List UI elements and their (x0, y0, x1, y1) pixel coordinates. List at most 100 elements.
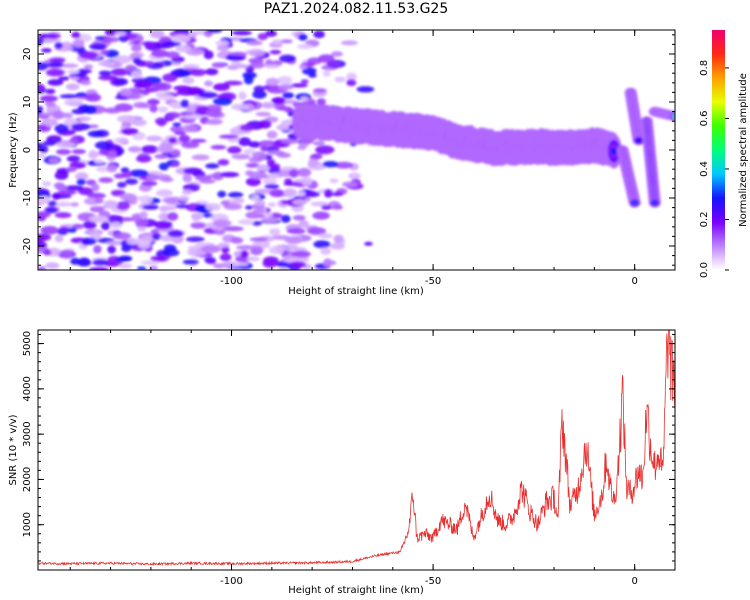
heatmap-cell (83, 220, 97, 230)
heatmap-cell (47, 200, 57, 207)
heatmap-cell (90, 206, 107, 210)
heatmap-cell (146, 175, 159, 181)
y-tick-label: 2000 (22, 467, 33, 492)
heatmap-cell (75, 172, 89, 181)
heatmap-cell (38, 112, 56, 117)
heatmap-cell (167, 229, 184, 238)
heatmap-cell (45, 68, 65, 77)
snr-frame (37, 329, 676, 571)
heatmap-cell (39, 145, 49, 154)
heatmap-cell (48, 157, 60, 163)
heatmap-cell (76, 68, 93, 74)
colorbar-tick-label: 0.8 (699, 60, 710, 76)
y-tick-label: 1000 (22, 512, 33, 537)
heatmap-cell (227, 191, 244, 198)
heatmap-cell (44, 101, 56, 107)
snr-panel: -100 -50 0 1000 2000 3000 4000 5000 Height of s… (8, 329, 676, 596)
heatmap-cell (119, 193, 137, 202)
heatmap-cell (215, 40, 230, 47)
heatmap-cell (204, 80, 214, 87)
heatmap-cell (243, 75, 254, 85)
heatmap-cell (65, 83, 80, 91)
heatmap-cell (251, 221, 262, 226)
heatmap-cell (275, 261, 290, 267)
heatmap-cell (133, 102, 148, 109)
heatmap-cell (280, 39, 293, 44)
heatmap-cell (135, 81, 153, 89)
heatmap-streak-cell (672, 114, 675, 119)
heatmap-cell (115, 256, 132, 262)
heatmap-cell (272, 97, 286, 105)
heatmap-cell (239, 124, 255, 132)
heatmap-cell (331, 191, 344, 197)
snr-xlabel: Height of straight line (km) (288, 585, 424, 596)
heatmap-cell (230, 51, 248, 57)
heatmap-cell (205, 108, 222, 118)
heatmap-cell (298, 33, 308, 41)
heatmap-cell (183, 167, 203, 175)
heatmap-cell (348, 172, 361, 180)
heatmap-streak-cell (635, 138, 642, 143)
heatmap-cell (80, 80, 91, 86)
heatmap-cell (137, 226, 147, 232)
heatmap-cell (323, 258, 333, 267)
heatmap-cell (179, 69, 191, 77)
heatmap-cell (211, 226, 224, 231)
heatmap-cell (83, 64, 94, 70)
heatmap-cell (38, 37, 44, 46)
heatmap-cell (66, 155, 81, 163)
heatmap-cell (252, 90, 267, 99)
heatmap-cell (342, 181, 358, 188)
heatmap-cell (53, 201, 73, 207)
heatmap-cell (132, 57, 142, 64)
heatmap-cell (265, 30, 277, 37)
heatmap-cell (263, 212, 273, 218)
heatmap-cell (219, 253, 232, 262)
heatmap-cell (40, 225, 59, 235)
heatmap-cell (112, 78, 129, 86)
colorbar-ticks: 0.0 0.2 0.4 0.6 0.8 (699, 60, 729, 278)
heatmap-cell (38, 83, 45, 91)
heatmap-cell (278, 84, 294, 91)
heatmap-cell (261, 102, 275, 109)
heatmap-cell (264, 183, 280, 189)
heatmap-cell (113, 55, 132, 64)
heatmap-cell (312, 88, 327, 93)
heatmap-cell (205, 118, 223, 125)
heatmap-cell (83, 105, 97, 114)
heatmap-cell (102, 36, 120, 43)
heatmap-cell (107, 150, 117, 158)
heatmap-cell (334, 76, 346, 83)
heatmap-cell (280, 138, 300, 144)
heatmap-cell (129, 169, 149, 178)
heatmap-cell (171, 162, 180, 167)
x-tick-label: -50 (425, 276, 441, 287)
x-tick-label: 0 (631, 576, 637, 587)
heatmap-cell (149, 30, 165, 39)
heatmap-cell (121, 128, 139, 135)
heatmap-cell (302, 67, 317, 75)
heatmap-cell (45, 88, 56, 94)
heatmap-cell (246, 256, 260, 262)
heatmap-cell (329, 178, 339, 184)
y-tick-label: 0 (22, 147, 33, 153)
heatmap-cell (117, 181, 127, 188)
heatmap-cell (157, 106, 169, 113)
heatmap-cell (178, 195, 190, 202)
heatmap-cell (142, 204, 159, 210)
heatmap-cell (312, 211, 330, 220)
heatmap-cell (253, 208, 265, 214)
heatmap-cell (142, 41, 154, 47)
heatmap-cell (175, 44, 191, 53)
heatmap-cell (189, 68, 207, 77)
heatmap-cell (262, 259, 278, 268)
heatmap-cell (76, 178, 86, 186)
snr-ylabel: SNR (10 * v/v) (8, 414, 19, 485)
heatmap-cell (297, 145, 307, 150)
heatmap-cell (96, 166, 110, 173)
heatmap-cell (141, 145, 159, 154)
heatmap-cell (356, 86, 375, 93)
heatmap-cell (281, 214, 291, 223)
heatmap-cell (277, 106, 293, 111)
